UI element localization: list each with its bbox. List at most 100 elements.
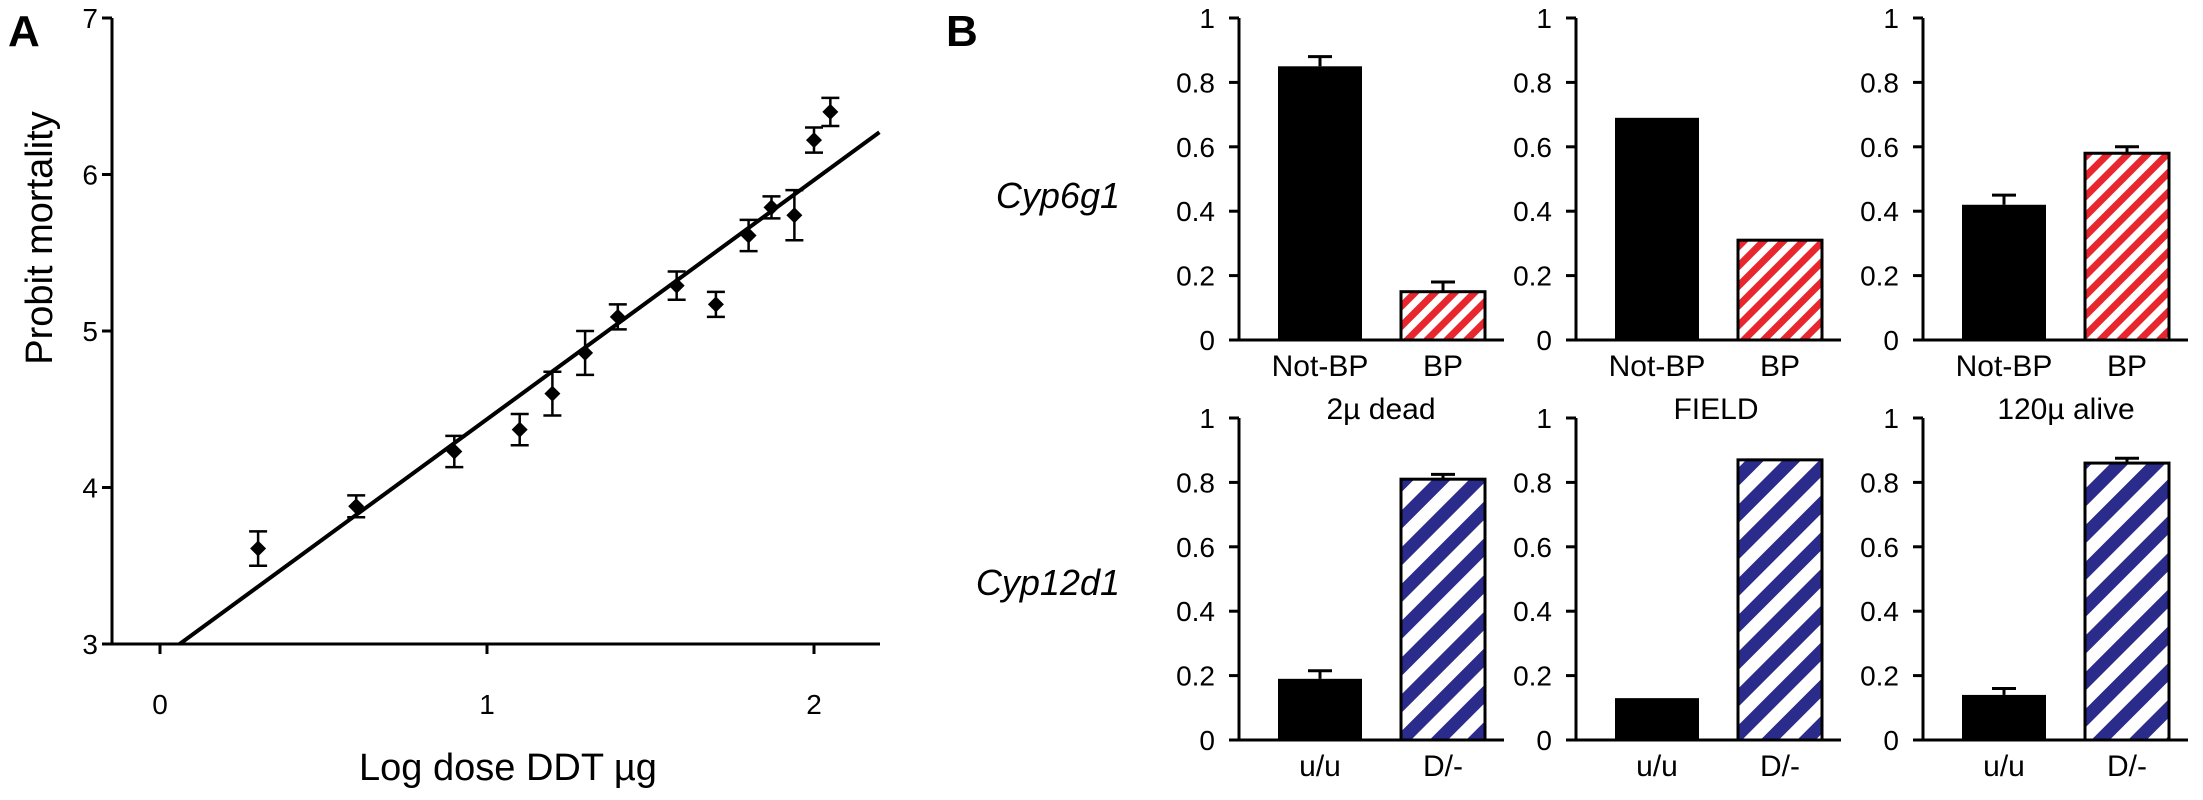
panel-a-data-point <box>707 296 724 313</box>
bar-chart-category-label: D/- <box>2107 750 2147 783</box>
panel-a-x-tick-label: 0 <box>152 689 168 720</box>
panel-a-data-point <box>822 103 839 120</box>
bar-chart-category-label: u/u <box>1299 750 1341 783</box>
bar-chart-y-tick-label: 0.8 <box>1860 67 1899 98</box>
panel-a-x-tick-label: 1 <box>479 689 495 720</box>
bar-chart-y-tick-label: 0.8 <box>1176 467 1215 498</box>
bar-chart-y-tick-label: 0.8 <box>1860 467 1899 498</box>
panel-a-y-tick-label: 4 <box>82 473 98 504</box>
bar-chart-y-tick-label: 1 <box>1883 3 1899 34</box>
panel-a-y-tick-label: 5 <box>82 316 98 347</box>
bar-chart-bar <box>1615 698 1699 740</box>
bar-chart-category-label: Not-BP <box>1609 350 1706 383</box>
bar-chart-y-tick-label: 0.6 <box>1176 532 1215 563</box>
column-title-field: FIELD <box>1673 393 1758 426</box>
bar-chart-category-label: BP <box>1423 350 1463 383</box>
bar-chart-y-tick-label: 0.8 <box>1513 67 1552 98</box>
bar-chart-y-tick-label: 0 <box>1536 325 1552 356</box>
panel-a-data-point <box>740 227 757 244</box>
bar-chart-category-label: BP <box>2107 350 2147 383</box>
column-title-2u-dead: 2µ dead <box>1326 393 1435 426</box>
panel-a-data-point <box>511 421 528 438</box>
bar-chart-bar <box>2083 461 2171 742</box>
bar-chart-5: 0 0.2 0.4 0.6 0.8 1 u/u D/- <box>1513 403 1841 783</box>
bar-chart-category-label: Not-BP <box>1272 350 1369 383</box>
bar-chart-y-tick-label: 0 <box>1883 725 1899 756</box>
panel-a-data-point <box>609 308 626 325</box>
bar-chart-y-tick-label: 0.4 <box>1176 196 1215 227</box>
bar-chart-y-tick-label: 0.2 <box>1513 261 1552 292</box>
bar-chart-2: 0 0.2 0.4 0.6 0.8 1 Not-BP BP <box>1513 3 1841 383</box>
bar-chart-bar <box>1736 238 1824 342</box>
bar-chart-y-tick-label: 0.4 <box>1513 596 1552 627</box>
bar-chart-category-label: BP <box>1760 350 1800 383</box>
bar-chart-y-tick-label: 1 <box>1199 403 1215 434</box>
panel-a-label: A <box>8 7 40 56</box>
panel-b-label: B <box>946 7 978 56</box>
bar-chart-y-tick-label: 0.4 <box>1513 196 1552 227</box>
panel-a-y-tick-label: 3 <box>82 629 98 660</box>
panel-a-data-point <box>668 277 685 294</box>
panel-a-data-point <box>250 540 267 557</box>
bar-chart-y-tick-label: 0 <box>1536 725 1552 756</box>
panel-b-bar-charts: Cyp6g1 Cyp12d1 2µ dead FIELD 120µ alive … <box>976 3 2188 783</box>
panel-a-data-point <box>577 344 594 361</box>
bar-chart-bar <box>2083 151 2171 342</box>
bar-chart-y-tick-label: 0.4 <box>1176 596 1215 627</box>
bar-chart-y-tick-label: 0.6 <box>1513 132 1552 163</box>
panel-a-data-point <box>446 443 463 460</box>
bar-chart-4: 0 0.2 0.4 0.6 0.8 1 u/u D/- <box>1176 403 1504 783</box>
bar-chart-y-tick-label: 0.6 <box>1860 132 1899 163</box>
row-label-cyp12d1: Cyp12d1 <box>976 562 1120 603</box>
panel-a-x-axis-title: Log dose DDT µg <box>359 747 657 789</box>
bar-chart-bar <box>1962 204 2046 340</box>
bar-chart-bar <box>1399 477 1487 742</box>
panel-a-y-axis-title: Probit mortality <box>19 111 61 364</box>
column-title-120u-alive: 120µ alive <box>1997 393 2134 426</box>
bar-chart-bar <box>1399 290 1487 342</box>
bar-chart-y-tick-label: 0.2 <box>1513 661 1552 692</box>
bar-chart-y-tick-label: 1 <box>1536 403 1552 434</box>
panel-a-y-tick-label: 7 <box>82 3 98 34</box>
bar-chart-3: 0 0.2 0.4 0.6 0.8 1 Not-BP BP <box>1860 3 2188 383</box>
bar-chart-category-label: u/u <box>1636 750 1678 783</box>
bar-chart-y-tick-label: 0 <box>1883 325 1899 356</box>
bar-chart-category-label: u/u <box>1983 750 2025 783</box>
bar-chart-y-tick-label: 1 <box>1536 3 1552 34</box>
bar-chart-bar <box>1278 678 1362 740</box>
bar-chart-y-tick-label: 0.6 <box>1860 532 1899 563</box>
bar-chart-y-tick-label: 0.6 <box>1176 132 1215 163</box>
bar-chart-category-label: Not-BP <box>1956 350 2053 383</box>
panel-a-data-point <box>544 385 561 402</box>
bar-chart-y-tick-label: 0 <box>1199 325 1215 356</box>
bar-chart-y-tick-label: 0.8 <box>1513 467 1552 498</box>
row-label-cyp6g1: Cyp6g1 <box>996 175 1120 216</box>
bar-chart-y-tick-label: 0.2 <box>1860 261 1899 292</box>
bar-chart-y-tick-label: 0.4 <box>1860 196 1899 227</box>
bar-chart-category-label: D/- <box>1760 750 1800 783</box>
bar-chart-y-tick-label: 0 <box>1199 725 1215 756</box>
panel-a-data-point <box>348 498 365 515</box>
panel-a-data-point <box>806 132 822 149</box>
bar-chart-y-tick-label: 0.2 <box>1176 661 1215 692</box>
bar-chart-1: 0 0.2 0.4 0.6 0.8 1 Not-BP BP <box>1176 3 1504 383</box>
bar-chart-bar <box>1615 117 1699 340</box>
bar-chart-bar <box>1278 66 1362 341</box>
panel-a-x-tick-label: 2 <box>806 689 822 720</box>
bar-chart-y-tick-label: 0.4 <box>1860 596 1899 627</box>
bar-chart-bar <box>1962 694 2046 740</box>
panel-a-data-point <box>763 199 780 216</box>
bar-chart-y-tick-label: 0.6 <box>1513 532 1552 563</box>
bar-chart-y-tick-label: 1 <box>1883 403 1899 434</box>
bar-chart-y-tick-label: 1 <box>1199 3 1215 34</box>
bar-chart-y-tick-label: 0.2 <box>1860 661 1899 692</box>
panel-a-scatter-plot: Log dose DDT µg Probit mortality 3 4 5 6 7 0 1… <box>19 3 881 789</box>
panel-a-y-tick-label: 6 <box>82 160 98 191</box>
bar-chart-y-tick-label: 0.8 <box>1176 67 1215 98</box>
panel-a-data-point <box>786 207 803 224</box>
bar-chart-bar <box>1736 458 1824 742</box>
bar-chart-category-label: D/- <box>1423 750 1463 783</box>
bar-chart-y-tick-label: 0.2 <box>1176 261 1215 292</box>
bar-chart-6: 0 0.2 0.4 0.6 0.8 1 u/u D/- <box>1860 403 2188 783</box>
